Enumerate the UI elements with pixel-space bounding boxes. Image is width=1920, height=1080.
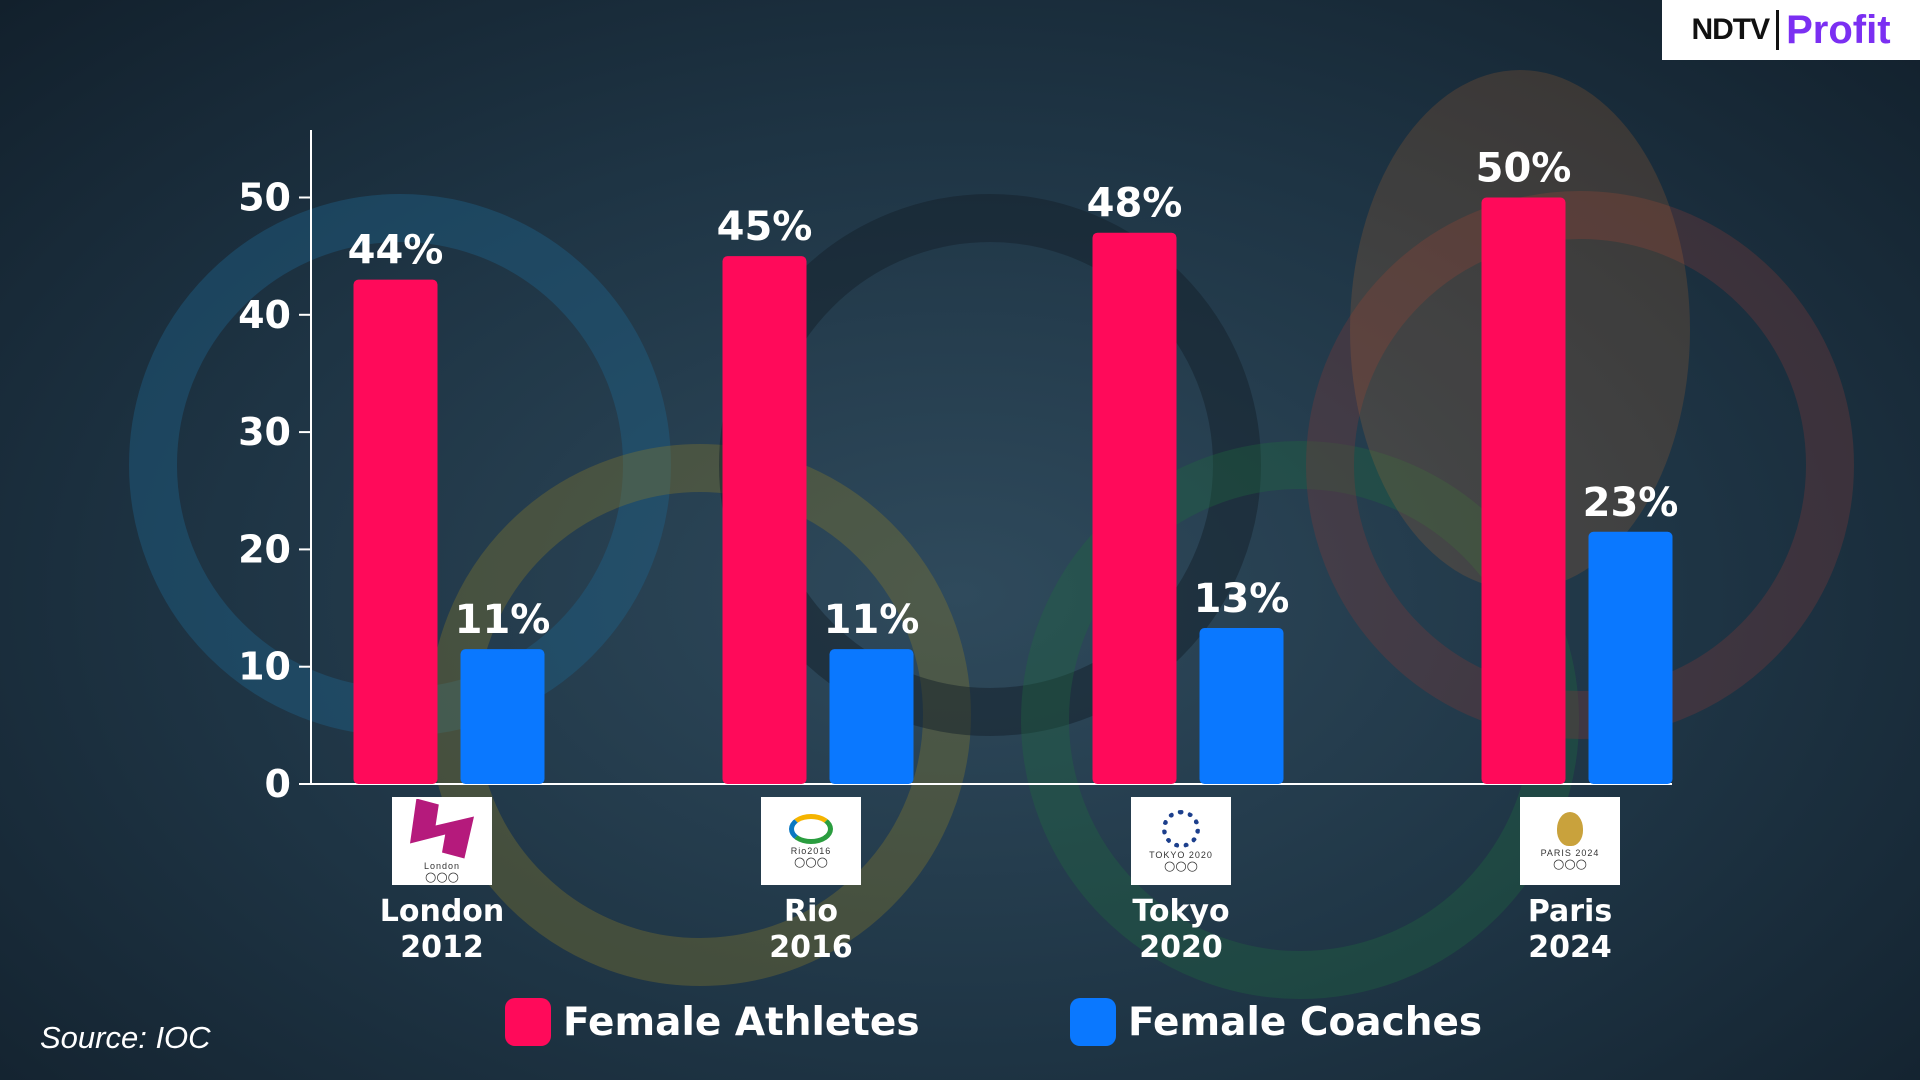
london-2012-logo-icon: London ○○○ [392, 797, 492, 885]
y-tick-label: 40 [238, 293, 291, 337]
london-2012-logo-icon-mark [410, 798, 474, 859]
source-note: Source: IOC [40, 1020, 211, 1055]
brand-ndtv-text: NDTV [1691, 13, 1770, 46]
data-label-coaches: 13% [1194, 576, 1290, 622]
rio-2016-logo-icon: Rio2016 ○○○ [761, 797, 861, 885]
legend-item-coaches: Female Coaches [1070, 998, 1482, 1046]
olympic-rings-icon: ○○○ [1552, 856, 1588, 872]
paris-2024-logo-icon: PARIS 2024 ○○○ [1520, 797, 1620, 885]
tokyo-2020-logo-icon: TOKYO 2020 ○○○ [1131, 797, 1231, 885]
data-label-athletes: 45% [717, 204, 813, 250]
legend-label-athletes: Female Athletes [563, 999, 920, 1045]
legend-swatch-coaches [1070, 998, 1116, 1046]
y-tick-label: 0 [265, 762, 291, 806]
rio-2016-logo-icon-mark [789, 813, 833, 844]
category-label-year: 2024 [1528, 930, 1612, 965]
bar-athletes [722, 256, 807, 784]
legend-label-coaches: Female Coaches [1128, 999, 1483, 1045]
data-label-athletes: 44% [348, 228, 444, 274]
bar-athletes [353, 279, 438, 784]
bar-coaches [1588, 531, 1673, 784]
paris-2024-logo-icon-text: PARIS 2024 [1540, 847, 1600, 858]
bar-coaches [1199, 627, 1284, 784]
data-label-coaches: 11% [455, 597, 551, 643]
category-label-name: London [380, 894, 505, 929]
y-tick-label: 10 [238, 645, 291, 689]
brand-separator [1776, 10, 1780, 50]
paris-2024-logo-icon-mark [1557, 811, 1583, 846]
legend-item-athletes: Female Athletes [505, 998, 920, 1046]
rio-2016-logo-icon-text: Rio2016 [790, 845, 832, 856]
data-label-athletes: 48% [1087, 181, 1183, 227]
olympic-rings-icon: ○○○ [793, 854, 829, 870]
y-tick-label: 30 [238, 410, 291, 454]
tokyo-2020-logo-icon-mark [1162, 809, 1200, 848]
olympic-rings-icon: ○○○ [1163, 858, 1199, 874]
bar-coaches [829, 649, 914, 784]
data-label-athletes: 50% [1476, 146, 1572, 192]
y-tick-label: 20 [238, 527, 291, 571]
bar-athletes [1481, 197, 1566, 784]
category-label-year: 2012 [400, 930, 484, 965]
ndtv-profit-logo: NDTV Profit [1662, 0, 1920, 60]
tokyo-2020-logo-icon-text: TOKYO 2020 [1149, 849, 1213, 860]
data-label-coaches: 23% [1583, 480, 1679, 526]
category-label-year: 2020 [1139, 930, 1223, 965]
london-2012-logo-icon-text: London [423, 860, 461, 871]
bar-coaches [460, 649, 545, 784]
olympic-rings-icon: ○○○ [424, 869, 460, 885]
category-label-name: Tokyo [1132, 894, 1229, 929]
category-label-name: Paris [1528, 894, 1612, 929]
data-label-coaches: 11% [824, 597, 920, 643]
category-label-name: Rio [784, 894, 838, 929]
bar-athletes [1092, 232, 1177, 784]
y-tick-label: 50 [238, 176, 291, 220]
category-label-year: 2016 [769, 930, 853, 965]
brand-profit-text: Profit [1786, 7, 1891, 52]
legend-swatch-athletes [505, 998, 551, 1046]
